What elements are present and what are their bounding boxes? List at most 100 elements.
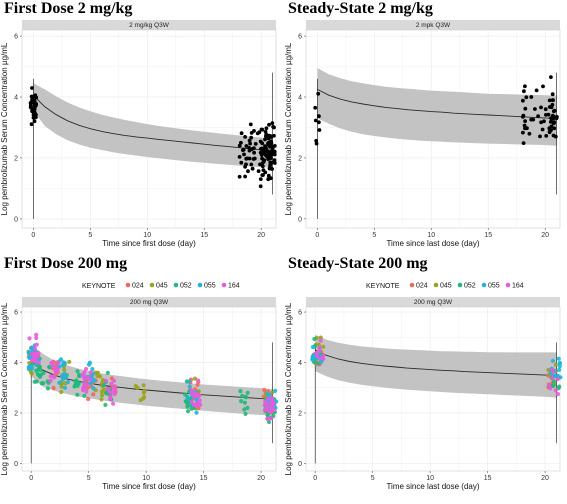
point-keynote-164 [113,388,118,394]
x-tick-label: 20 [541,475,549,482]
point [260,164,265,169]
point [261,168,266,173]
point-keynote-164 [84,389,89,394]
point [259,147,263,151]
facet-strip [306,20,560,30]
point [316,91,321,96]
y-tick-label: 2 [298,410,302,417]
point-keynote-045 [67,359,72,364]
x-tick-label: 15 [484,232,492,239]
point [536,114,540,118]
point [523,84,527,89]
point [552,108,557,113]
point-keynote-045 [135,385,140,390]
point-keynote-164 [555,376,560,382]
legend-swatch-052 [173,282,179,288]
point-keynote-052 [183,392,188,397]
facet-strip [22,20,276,30]
point-keynote-164 [555,392,560,397]
point-keynote-164 [550,375,555,381]
point [237,174,242,179]
point-keynote-052 [41,370,46,376]
point [246,169,250,174]
point-keynote-164 [34,335,39,341]
point [524,95,529,100]
legend-label-045: 045 [440,283,452,290]
chart-svg: 2 mpk Q3W 0 5 10 15 20 0 2 4 6 Time since last dos… [284,20,561,248]
point [252,146,256,151]
legend-swatch-045 [433,282,439,288]
point-keynote-024 [51,385,56,391]
point-keynote-055 [185,396,190,401]
point [523,119,527,123]
point [549,124,554,129]
x-tick-label: 0 [29,475,33,482]
point [248,141,253,146]
y-tick-label: 0 [298,461,302,468]
point-keynote-164 [315,353,320,359]
point-keynote-164 [195,393,200,398]
point [255,131,260,136]
point-keynote-045 [59,384,64,389]
point-keynote-164 [32,346,38,351]
prediction-band [315,334,557,398]
point-keynote-055 [62,385,68,390]
point [264,132,269,137]
point-keynote-052 [37,374,43,379]
point-keynote-164 [49,361,54,366]
point-keynote-055 [310,357,315,362]
point [549,116,553,121]
facet-label: 2 mpk Q3W [416,22,451,29]
point-keynote-055 [318,360,323,365]
point [250,166,255,171]
panel-title: First Dose 2 mg/kg [4,0,133,17]
point-keynote-164 [83,366,89,372]
point-keynote-164 [190,392,195,397]
legend: KEYNOTE 024 045 052 055 164 [82,283,240,291]
prediction-band [33,83,273,168]
y-tick-label: 6 [14,34,18,41]
legend-label-164: 164 [512,283,524,290]
x-tick-label: 15 [484,475,492,482]
legend-title: KEYNOTE [366,283,400,290]
point [251,157,256,161]
point [270,167,274,171]
facet-label: 200 mg Q3W [130,299,169,306]
point-keynote-164 [198,402,203,408]
y-tick-label: 2 [298,155,302,162]
point [521,141,526,146]
point-keynote-164 [550,370,555,375]
point-keynote-055 [88,381,93,386]
legend-swatch-055 [197,282,203,288]
x-axis-title: Time since last dose (day) [386,239,479,248]
panel-title: Steady-State 2 mg/kg [288,0,433,17]
point-keynote-164 [109,381,114,386]
point [249,135,254,140]
point-keynote-164 [268,406,273,411]
chart-svg: 2 mg/kg Q3W 0 5 10 15 20 0 2 4 6 Time since first … [0,20,277,248]
legend-label-052: 052 [464,283,476,290]
point-keynote-164 [33,357,38,362]
legend-label-024: 024 [132,283,144,290]
point [244,156,249,161]
x-tick-label: 15 [200,475,208,482]
point [243,174,248,179]
point [244,144,249,148]
point-keynote-052 [243,411,248,416]
point [30,86,34,90]
point-keynote-164 [269,416,274,421]
point [247,138,252,143]
point-keynote-164 [317,349,322,354]
point [317,114,321,119]
x-tick-label: 0 [313,475,317,482]
x-axis-title: Time since first dose (day) [102,482,196,491]
point [550,92,555,97]
legend-swatch-052 [457,282,463,288]
axes: 0 5 10 15 20 0 2 4 6 [298,34,549,239]
y-tick-label: 4 [298,360,302,367]
axes: 0 5 10 15 20 0 2 4 6 [298,310,549,482]
point [272,144,277,148]
point [547,129,552,134]
x-tick-label: 10 [426,475,434,482]
point [258,177,263,182]
